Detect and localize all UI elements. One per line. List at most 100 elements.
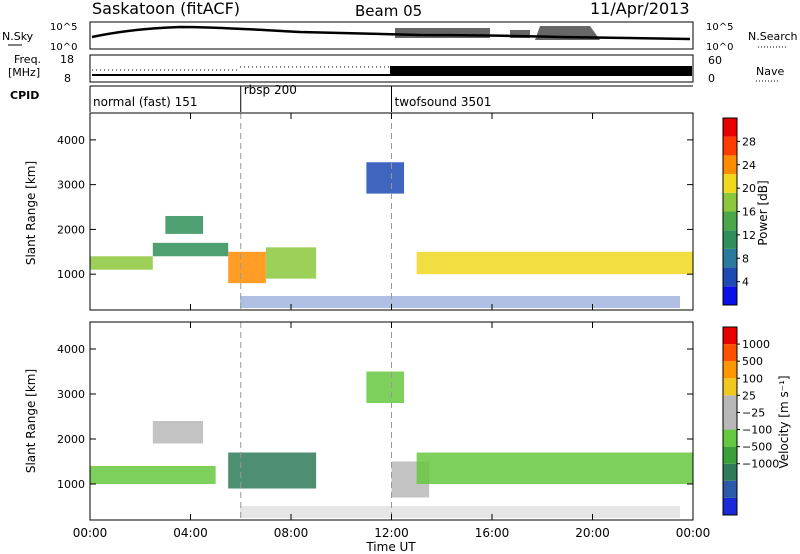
colorbar-tick-label: 25 (742, 389, 756, 402)
y-tick-label: 1000 (57, 478, 85, 491)
noise-panel-frame (89, 21, 694, 50)
colorbar-cell (723, 463, 737, 481)
colorbar-cell (723, 286, 737, 305)
velocity-panel (89, 321, 694, 521)
power-panel (89, 112, 694, 311)
colorbar-tick-label: 24 (742, 159, 756, 172)
velocity-colorbar-label: Velocity [m s⁻¹] (777, 375, 791, 468)
colorbar-tick-label: 500 (742, 355, 763, 368)
colorbar-cell (723, 395, 737, 413)
colorbar-cell (723, 136, 737, 156)
scatter-region (416, 251, 693, 275)
colorbar-tick-label: −500 (742, 441, 772, 454)
x-tick-label: 04:00 (173, 526, 208, 540)
time-axis-ticks: 00:00 04:00 08:00 12:00 16:00 20:00 00:00 (73, 113, 711, 540)
colorbar-tick-label: 1000 (742, 338, 770, 351)
colorbar-cell (723, 230, 737, 249)
cpid-segment-label: normal (fast) 151 (93, 95, 197, 109)
x-tick-label: 00:00 (73, 526, 108, 540)
colorbar-cell (723, 248, 737, 268)
x-tick-label: 08:00 (274, 526, 309, 540)
y-tick-label: 3000 (57, 388, 85, 401)
colorbar-cell (723, 118, 737, 137)
colorbar-cell (723, 192, 737, 212)
colorbar-frame (722, 326, 738, 516)
power-plot-frame (89, 112, 694, 311)
freq-right-tick-bottom: 0 (708, 72, 715, 85)
freq-label-2: [MHz] (8, 66, 40, 79)
scatter-region (265, 247, 317, 279)
scatter-region (152, 421, 204, 444)
colorbar-cell (723, 344, 737, 362)
velocity-ylabel: Slant Range [km] (24, 369, 38, 473)
colorbar-cell (723, 429, 737, 447)
freq-panel-frame (89, 54, 694, 83)
date-title: 11/Apr/2013 (590, 0, 690, 18)
velocity-yticks: 1000 2000 3000 4000 (57, 343, 693, 491)
scatter-region (416, 452, 693, 484)
noise-right-label: N.Search (748, 30, 798, 43)
scatter-region (366, 162, 405, 194)
colorbar-cell (723, 267, 737, 287)
x-tick-label: 12:00 (374, 526, 409, 540)
cpid-segment-label: twofsound 3501 (395, 95, 492, 109)
cpid-label: CPID (10, 89, 39, 102)
power-colorbar: 28 24 20 16 12 8 4 (722, 117, 756, 306)
power-yticks: 1000 2000 3000 4000 (57, 134, 693, 281)
scatter-region (228, 452, 317, 489)
colorbar-tick-label: 12 (742, 229, 756, 242)
colorbar-cell (723, 327, 737, 345)
y-tick-label: 3000 (57, 179, 85, 192)
colorbar-cell (723, 155, 737, 175)
colorbar-cell (723, 446, 737, 464)
ground-scatter-strip (240, 506, 680, 518)
scatter-region (366, 371, 405, 403)
freq-left-tick-bottom: 8 (64, 72, 71, 85)
colorbar-cell (723, 361, 737, 379)
velocity-colorbar: 1000 500 100 25 −25 −100 −500 −1000 (722, 326, 779, 516)
beam-title: Beam 05 (355, 2, 422, 20)
colorbar-cell (723, 211, 737, 231)
colorbar-tick-label: 8 (742, 252, 749, 265)
colorbar-tick-label: −100 (742, 424, 772, 437)
power-colorbar-label: Power [dB] (756, 180, 770, 245)
colorbar-cell (723, 497, 737, 515)
scatter-region (152, 242, 229, 257)
noise-left-tick-top: 10^5 (50, 22, 77, 33)
noise-left-tick-bottom: 10^0 (50, 42, 77, 53)
colorbar-tick-label: 100 (742, 372, 763, 385)
cpid-segments: normal (fast) 151 rbsp 200 twofsound 3501 (89, 83, 492, 112)
colorbar-tick-label: 16 (742, 206, 756, 219)
station-title: Saskatoon (fitACF) (92, 0, 240, 18)
nave-dense-block (390, 66, 692, 75)
cpid-segment-label: rbsp 200 (244, 83, 297, 97)
colorbar-cell (723, 480, 737, 498)
scatter-region (228, 251, 266, 284)
x-tick-label: 00:00 (676, 526, 711, 540)
scatter-region (90, 466, 216, 484)
colorbar-tick-label: 28 (742, 135, 756, 148)
colorbar-cell (723, 378, 737, 396)
x-tick-label: 16:00 (475, 526, 510, 540)
scatter-region (165, 215, 204, 234)
noise-left-label: N.Sky (2, 30, 34, 43)
y-tick-label: 1000 (57, 268, 85, 281)
y-tick-label: 4000 (57, 343, 85, 356)
scatter-region (90, 256, 153, 270)
colorbar-cell (723, 174, 737, 193)
colorbar-tick-label: −25 (742, 406, 765, 419)
noise-search-blocks (395, 26, 600, 40)
time-axis-label: Time UT (365, 540, 416, 554)
nave-label: Nave (756, 65, 784, 78)
freq-label-1: Freq. (14, 53, 41, 66)
y-tick-label: 2000 (57, 433, 85, 446)
power-ylabel: Slant Range [km] (24, 161, 38, 265)
noise-right-tick-bottom: 10^0 (706, 42, 733, 53)
freq-left-tick-top: 18 (60, 53, 74, 66)
noise-right-tick-top: 10^5 (706, 22, 733, 33)
ground-scatter-strip (240, 296, 680, 308)
y-tick-label: 4000 (57, 134, 85, 147)
freq-right-tick-top: 60 (708, 54, 722, 67)
y-tick-label: 2000 (57, 223, 85, 236)
